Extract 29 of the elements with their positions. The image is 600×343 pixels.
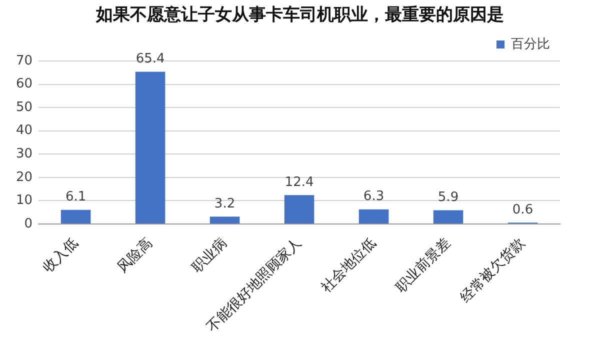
bar <box>358 209 389 224</box>
data-label: 6.3 <box>363 189 384 204</box>
bar <box>60 210 91 224</box>
x-tick-label: 职业病 <box>189 235 230 276</box>
data-label: 6.1 <box>65 190 86 205</box>
data-label: 0.6 <box>512 202 534 218</box>
bar <box>210 216 240 224</box>
y-tick-label: 50 <box>16 100 33 115</box>
chart-title: 如果不愿意让子女从事卡车司机职业，最重要的原因是 <box>94 4 505 27</box>
y-tick-label: 40 <box>16 123 33 138</box>
bar <box>433 210 464 224</box>
x-tick-label: 经常被欠货款 <box>457 235 528 306</box>
y-tick-label: 60 <box>16 76 33 92</box>
data-label: 12.4 <box>284 175 314 190</box>
data-label: 3.2 <box>214 196 236 212</box>
legend-label: 百分比 <box>511 36 550 52</box>
x-tick-label: 风险高 <box>114 235 156 276</box>
y-tick-label: 10 <box>16 193 33 208</box>
y-tick-label: 20 <box>16 170 33 185</box>
x-tick-label: 社会地位低 <box>318 235 380 296</box>
y-tick-label: 0 <box>24 216 33 232</box>
x-tick-label: 职业前景差 <box>392 235 454 296</box>
bar <box>135 72 166 224</box>
data-label: 5.9 <box>438 190 459 206</box>
bar <box>284 195 314 224</box>
x-tick-label: 收入低 <box>40 235 82 276</box>
data-label: 65.4 <box>136 52 165 67</box>
y-tick-label: 30 <box>16 146 33 162</box>
y-tick-label: 70 <box>16 53 33 68</box>
